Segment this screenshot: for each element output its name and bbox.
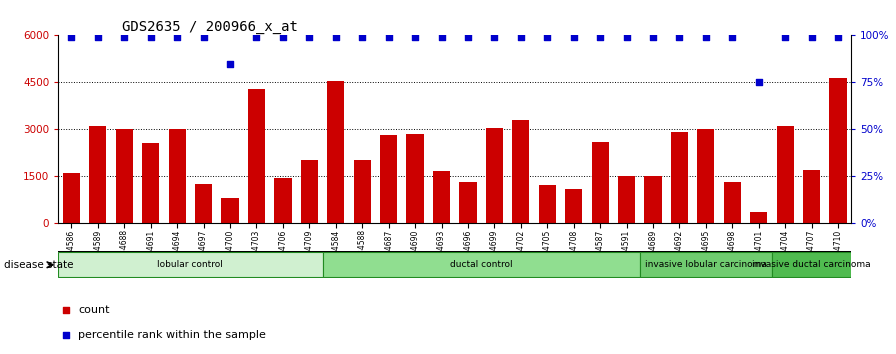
Bar [274, 178, 291, 223]
Point [170, 34, 185, 40]
Point [566, 34, 581, 40]
Text: invasive lobular carcinoma: invasive lobular carcinoma [645, 260, 767, 269]
Bar [168, 129, 185, 223]
Bar [697, 129, 714, 223]
Point [513, 34, 528, 40]
Bar [644, 176, 661, 223]
Point [223, 61, 237, 67]
Point [355, 34, 369, 40]
Point [276, 34, 290, 40]
Bar [830, 78, 847, 223]
Point [699, 34, 713, 40]
Point [90, 34, 105, 40]
Point [752, 79, 766, 85]
Bar [380, 136, 397, 223]
Bar [142, 143, 159, 223]
Point [117, 34, 132, 40]
Point [619, 34, 633, 40]
FancyBboxPatch shape [323, 252, 640, 278]
Point [805, 34, 819, 40]
Point [725, 34, 739, 40]
Point [435, 34, 449, 40]
Bar [513, 120, 530, 223]
FancyBboxPatch shape [58, 252, 323, 278]
Point [302, 34, 316, 40]
Point [58, 307, 73, 313]
Bar [671, 132, 688, 223]
Bar [724, 182, 741, 223]
Point [778, 34, 792, 40]
Point [196, 34, 211, 40]
Point [382, 34, 396, 40]
Bar [221, 198, 238, 223]
Text: ductal control: ductal control [450, 260, 513, 269]
Bar [63, 173, 80, 223]
Point [672, 34, 686, 40]
Bar [618, 176, 635, 223]
Bar [116, 129, 133, 223]
Bar [354, 160, 371, 223]
FancyBboxPatch shape [640, 252, 772, 278]
Point [65, 34, 79, 40]
Bar [750, 212, 767, 223]
Point [540, 34, 555, 40]
Bar [460, 182, 477, 223]
Bar [90, 126, 107, 223]
Bar [433, 171, 450, 223]
Point [58, 332, 73, 337]
Bar [486, 128, 503, 223]
Bar [777, 126, 794, 223]
Text: GDS2635 / 200966_x_at: GDS2635 / 200966_x_at [122, 21, 297, 34]
Point [487, 34, 502, 40]
Point [646, 34, 660, 40]
Text: lobular control: lobular control [158, 260, 223, 269]
Point [249, 34, 263, 40]
Bar [803, 170, 820, 223]
Bar [565, 189, 582, 223]
Point [593, 34, 607, 40]
Bar [301, 160, 318, 223]
Point [329, 34, 343, 40]
Point [143, 34, 158, 40]
Bar [538, 185, 556, 223]
Bar [407, 134, 424, 223]
Text: invasive ductal carcinoma: invasive ductal carcinoma [753, 260, 871, 269]
Point [461, 34, 475, 40]
Bar [591, 142, 608, 223]
Bar [327, 81, 344, 223]
Bar [248, 88, 265, 223]
Text: percentile rank within the sample: percentile rank within the sample [78, 330, 266, 339]
Text: disease state: disease state [4, 260, 74, 270]
Point [408, 34, 422, 40]
Point [831, 34, 845, 40]
FancyBboxPatch shape [772, 252, 851, 278]
Text: count: count [78, 305, 109, 315]
Bar [195, 184, 212, 223]
